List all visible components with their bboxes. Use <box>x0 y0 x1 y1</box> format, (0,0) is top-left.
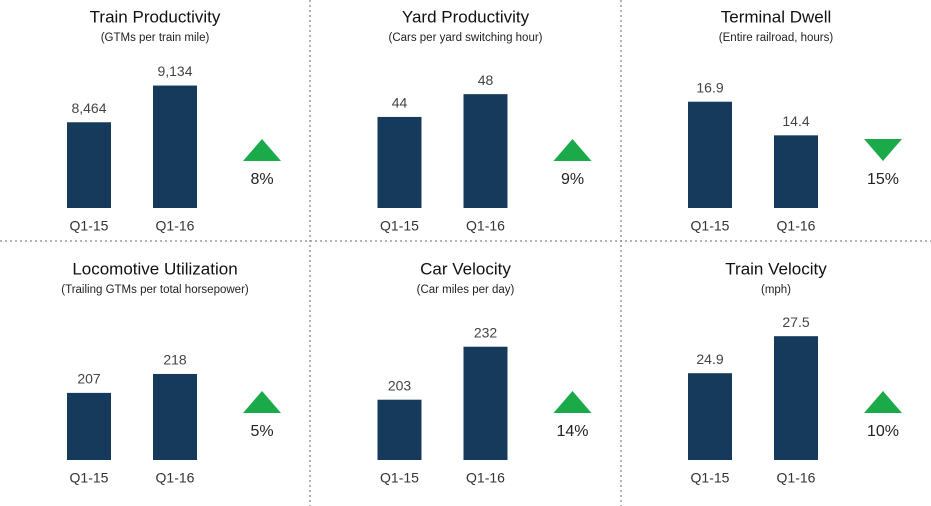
bar <box>153 373 197 460</box>
value-label: 218 <box>163 352 187 368</box>
chart-subtitle: (mph) <box>761 284 791 296</box>
change-label: 9% <box>561 171 584 188</box>
value-label: 203 <box>388 377 412 393</box>
bar <box>377 399 422 460</box>
bar <box>688 101 732 208</box>
bar <box>377 116 422 208</box>
value-label: 14.4 <box>782 113 809 129</box>
value-label: 9,134 <box>157 63 192 79</box>
change-arrow <box>864 391 902 413</box>
category-label: Q1-15 <box>70 218 109 234</box>
category-label: Q1-15 <box>691 470 730 486</box>
change-label: 15% <box>867 171 899 188</box>
change-label: 5% <box>250 423 273 440</box>
bar <box>774 336 818 460</box>
category-label: Q1-16 <box>156 470 195 486</box>
category-label: Q1-16 <box>466 470 505 486</box>
value-label: 16.9 <box>696 79 723 95</box>
value-label: 232 <box>474 324 498 340</box>
category-label: Q1-16 <box>777 218 816 234</box>
category-label: Q1-16 <box>777 470 816 486</box>
chart-subtitle: (Entire railroad, hours) <box>719 32 834 44</box>
chart-title: Train Productivity <box>90 7 221 26</box>
bar <box>688 373 732 460</box>
category-label: Q1-16 <box>466 218 505 234</box>
change-arrow <box>243 391 281 413</box>
bar <box>153 85 197 208</box>
bar <box>463 346 508 460</box>
category-label: Q1-15 <box>691 218 730 234</box>
change-label: 8% <box>250 171 273 188</box>
bar <box>67 122 111 208</box>
value-label: 27.5 <box>782 314 809 330</box>
value-label: 8,464 <box>71 100 106 116</box>
chart-title: Train Velocity <box>725 259 827 278</box>
bar <box>774 135 818 208</box>
category-label: Q1-15 <box>380 470 419 486</box>
change-arrow <box>553 139 592 161</box>
value-label: 48 <box>478 72 494 88</box>
change-label: 10% <box>867 423 899 440</box>
change-label: 14% <box>556 423 588 440</box>
value-label: 207 <box>77 371 101 387</box>
chart-subtitle: (Trailing GTMs per total horsepower) <box>61 284 249 296</box>
bar <box>463 94 508 208</box>
category-label: Q1-16 <box>156 218 195 234</box>
chart-title: Terminal Dwell <box>721 7 832 26</box>
chart-subtitle: (Cars per yard switching hour) <box>388 32 542 44</box>
value-label: 44 <box>392 95 408 111</box>
category-label: Q1-15 <box>380 218 419 234</box>
category-label: Q1-15 <box>70 470 109 486</box>
value-label: 24.9 <box>696 351 723 367</box>
change-arrow <box>553 391 592 413</box>
chart-title: Locomotive Utilization <box>72 259 237 278</box>
chart-subtitle: (Car miles per day) <box>417 284 515 296</box>
chart-title: Car Velocity <box>420 259 511 278</box>
chart-title: Yard Productivity <box>402 7 530 26</box>
change-arrow <box>243 139 281 161</box>
change-arrow <box>864 139 902 161</box>
bar <box>67 392 111 460</box>
chart-subtitle: (GTMs per train mile) <box>101 32 210 44</box>
